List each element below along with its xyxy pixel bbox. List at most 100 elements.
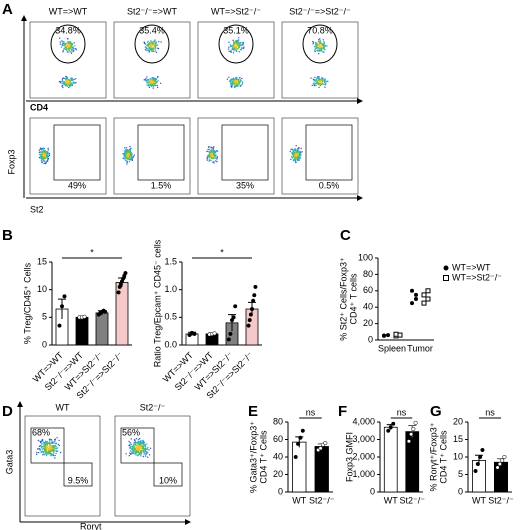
flow-event <box>66 50 68 52</box>
flow-event <box>147 48 150 50</box>
flow-event <box>301 151 303 153</box>
flow-event <box>124 151 126 153</box>
panel-label: D <box>2 403 13 420</box>
flow-event <box>39 157 41 159</box>
flow-event <box>242 44 244 46</box>
flow-event <box>134 451 136 453</box>
flow-event <box>325 80 327 83</box>
flow-event <box>326 45 328 47</box>
flow-event <box>237 85 239 87</box>
flow-event <box>295 150 297 152</box>
flow-event <box>315 47 317 50</box>
flow-event <box>41 443 43 445</box>
flow-event <box>48 152 51 155</box>
flow-event <box>155 47 157 49</box>
flow-event <box>143 453 145 455</box>
flow-event <box>314 50 316 53</box>
flow-event <box>148 47 150 49</box>
flow-event <box>294 154 296 156</box>
flow-event <box>47 443 49 445</box>
flow-event <box>144 452 146 454</box>
flow-event <box>299 153 301 155</box>
flow-event <box>291 152 293 154</box>
flow-event <box>138 441 141 443</box>
flow-event <box>214 153 216 156</box>
y-tick-label: 1.0 <box>164 284 177 294</box>
flow-event <box>139 444 141 446</box>
flow-event <box>130 152 132 154</box>
flow-event <box>320 78 322 81</box>
flow-event <box>144 445 147 448</box>
flow-event <box>61 85 63 88</box>
gate <box>120 427 155 464</box>
flow-event <box>126 149 128 152</box>
flow-event <box>154 39 156 41</box>
data-point <box>187 332 192 338</box>
flow-event <box>299 156 302 158</box>
flow-event <box>296 153 298 156</box>
flow-event <box>240 84 242 87</box>
flow-event <box>42 441 44 443</box>
bar <box>314 446 329 493</box>
flow-event <box>144 455 147 457</box>
flow-event <box>293 156 296 158</box>
flow-event <box>235 77 237 80</box>
data-point <box>103 309 108 314</box>
gate <box>50 24 86 64</box>
flow-event <box>69 79 71 82</box>
flow-event <box>208 160 210 162</box>
flow-event <box>236 82 238 84</box>
flow-event <box>238 45 241 47</box>
flow-event <box>209 159 212 162</box>
flow-event <box>71 48 73 51</box>
flow-event <box>136 448 138 451</box>
flow-event <box>207 148 209 151</box>
flow-event <box>128 440 130 443</box>
y-tick-label: 1.5 <box>164 256 177 266</box>
flow-event <box>324 83 327 85</box>
flow-event <box>38 445 41 447</box>
data-point <box>246 323 251 328</box>
flow-event <box>60 46 63 48</box>
flow-event <box>157 80 159 82</box>
flow-event <box>128 150 130 153</box>
flow-event <box>39 154 42 156</box>
flow-event <box>158 41 160 43</box>
flow-event <box>323 44 325 46</box>
flow-event <box>43 152 46 154</box>
flow-event <box>133 154 135 156</box>
flow-event <box>62 84 64 87</box>
flow-event <box>314 82 317 85</box>
flow-event <box>52 454 54 457</box>
flow-event <box>293 151 296 153</box>
data-point <box>323 440 328 446</box>
flow-event <box>313 45 316 48</box>
flow-event <box>65 75 67 78</box>
flow-event <box>44 448 47 451</box>
flow-event <box>128 153 130 155</box>
flow-event <box>211 147 214 149</box>
flow-event <box>237 43 239 45</box>
flow-event <box>48 446 50 448</box>
flow-event <box>45 152 47 154</box>
flow-event <box>125 156 127 158</box>
flow-event <box>145 43 147 45</box>
flow-event <box>62 43 64 45</box>
flow-event <box>315 79 317 81</box>
flow-event <box>44 156 46 158</box>
flow-event <box>42 448 44 450</box>
flow-event <box>226 78 229 80</box>
flow-event <box>65 83 68 85</box>
flow-event <box>123 152 126 154</box>
flow-event <box>63 77 66 80</box>
flow-event <box>151 41 154 43</box>
flow-event <box>140 449 142 451</box>
flow-event <box>147 43 150 45</box>
flow-event <box>47 448 50 450</box>
flow-event <box>231 48 233 50</box>
flow-event <box>123 153 126 155</box>
gate-percent: 68% <box>32 427 50 437</box>
plot-frame <box>113 117 191 195</box>
flow-event <box>319 84 322 87</box>
flow-event <box>44 451 47 453</box>
